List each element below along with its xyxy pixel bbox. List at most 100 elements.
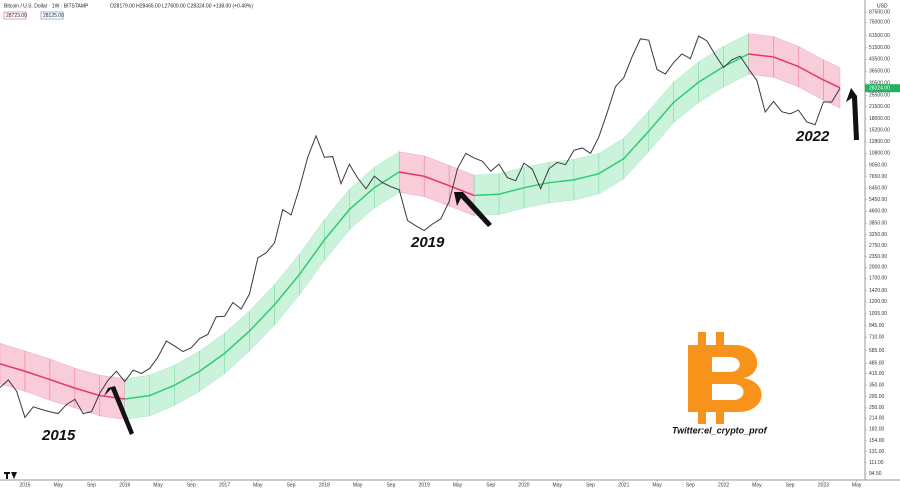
y-tick-label: 75000.00	[869, 20, 890, 26]
band-center	[798, 65, 824, 81]
ohlc-values: O28179.00 H28465.00 L27600.00 C28324.00 …	[110, 3, 253, 9]
y-tick-label: 1420.00	[869, 288, 887, 294]
y-tick-label: 111.00	[869, 460, 884, 466]
x-tick-label: 2018	[319, 482, 330, 488]
y-tick-label: 10800.00	[869, 151, 890, 157]
band-center	[74, 387, 101, 397]
chart-title: Bitcoin / U.S. Dollar · 1W · BITSTAMP	[4, 3, 89, 9]
y-tick-label: 87500.00	[869, 9, 890, 15]
indicator-label: 28125.00	[43, 13, 64, 19]
band-center	[248, 304, 276, 332]
y-tick-label: 9050.00	[869, 163, 887, 169]
y-tick-label: 4600.00	[869, 208, 887, 214]
x-tick-label: Sep	[87, 482, 96, 488]
y-tick-label: 350.00	[869, 382, 885, 388]
x-tick-label: 2015	[19, 482, 30, 488]
x-tick-label: Sep	[686, 482, 695, 488]
band-center	[224, 330, 251, 354]
x-tick-label: 2019	[419, 482, 430, 488]
x-tick-label: May	[852, 482, 862, 488]
band-center	[448, 184, 475, 197]
plot-area	[0, 33, 841, 420]
band-center	[174, 370, 200, 386]
annotation: 2019	[410, 234, 445, 251]
band-center	[423, 175, 450, 187]
currency-label: USD	[877, 3, 888, 9]
y-tick-label: 182.00	[869, 427, 885, 433]
annotation: 2015	[41, 427, 76, 444]
y-tick-label: 7650.00	[869, 174, 887, 180]
bitcoin-logo	[688, 332, 762, 424]
band-center	[49, 378, 76, 389]
y-tick-label: 21500.00	[869, 104, 890, 110]
band-center	[598, 157, 625, 175]
y-tick-label: 43500.00	[869, 57, 890, 63]
band-center	[399, 171, 425, 177]
x-tick-label: May	[652, 482, 662, 488]
x-tick-label: Sep	[287, 482, 296, 488]
band-center	[99, 394, 125, 400]
x-tick-label: May	[752, 482, 762, 488]
band-center	[748, 53, 774, 58]
x-tick-label: 2023	[818, 482, 829, 488]
band-center	[573, 172, 600, 181]
y-tick-label: 250.00	[869, 405, 885, 411]
price-line	[0, 35, 841, 419]
y-tick-label: 3250.00	[869, 232, 887, 238]
band-center	[0, 363, 26, 372]
y-tick-label: 12800.00	[869, 139, 890, 145]
band-center	[723, 53, 749, 68]
band-center	[648, 101, 675, 132]
y-tick-label: 1005.00	[869, 311, 887, 317]
x-tick-label: 2022	[718, 482, 729, 488]
indicator-pill[interactable]	[40, 11, 64, 20]
y-tick-label: 1200.00	[869, 299, 887, 305]
x-tick-label: Sep	[786, 482, 795, 488]
last-price-tag	[865, 84, 900, 93]
x-tick-label: 2020	[518, 482, 529, 488]
y-tick-label: 15200.00	[869, 128, 890, 134]
y-tick-label: 61500.00	[869, 33, 890, 39]
y-tick-label: 1700.00	[869, 276, 887, 282]
x-tick-label: 2017	[219, 482, 230, 488]
x-tick-label: Sep	[386, 482, 395, 488]
band-center	[348, 187, 375, 211]
arrows	[104, 88, 859, 435]
y-tick-label: 51500.00	[869, 45, 890, 51]
band-center	[474, 193, 500, 197]
band-center	[773, 56, 799, 68]
band-center	[498, 186, 525, 195]
indicator-pill[interactable]	[3, 11, 27, 20]
band-center	[373, 171, 400, 189]
x-tick-label: Sep	[586, 482, 595, 488]
y-tick-label: 131.00	[869, 449, 885, 455]
y-tick-label: 845.00	[869, 323, 885, 329]
x-tick-label: 2021	[618, 482, 629, 488]
x-tick-label: May	[153, 482, 163, 488]
band-center	[273, 273, 301, 306]
y-tick-label: 710.00	[869, 335, 885, 341]
x-tick-label: May	[253, 482, 263, 488]
x-tick-label: May	[353, 482, 363, 488]
y-tick-label: 415.00	[869, 371, 885, 377]
x-tick-label: May	[453, 482, 463, 488]
x-tick-label: 2016	[119, 482, 130, 488]
y-tick-label: 485.00	[869, 360, 885, 366]
y-tick-label: 214.00	[869, 416, 885, 422]
band-center	[673, 81, 700, 103]
band-center	[523, 181, 550, 189]
y-tick-label: 2750.00	[869, 243, 887, 249]
last-price-label: 28324.00	[869, 86, 890, 92]
band-center	[823, 79, 841, 89]
y-tick-label: 6450.00	[869, 186, 887, 192]
y-tick-label: 18000.00	[869, 116, 890, 122]
y-tick-label: 2000.00	[869, 265, 887, 271]
y-tick-label: 36500.00	[869, 68, 890, 74]
x-tick-label: Sep	[187, 482, 196, 488]
band-center	[698, 65, 725, 83]
y-tick-label: 3850.00	[869, 220, 887, 226]
y-tick-label: 2350.00	[869, 254, 887, 260]
band-center	[149, 384, 175, 397]
x-tick-label: May	[553, 482, 563, 488]
